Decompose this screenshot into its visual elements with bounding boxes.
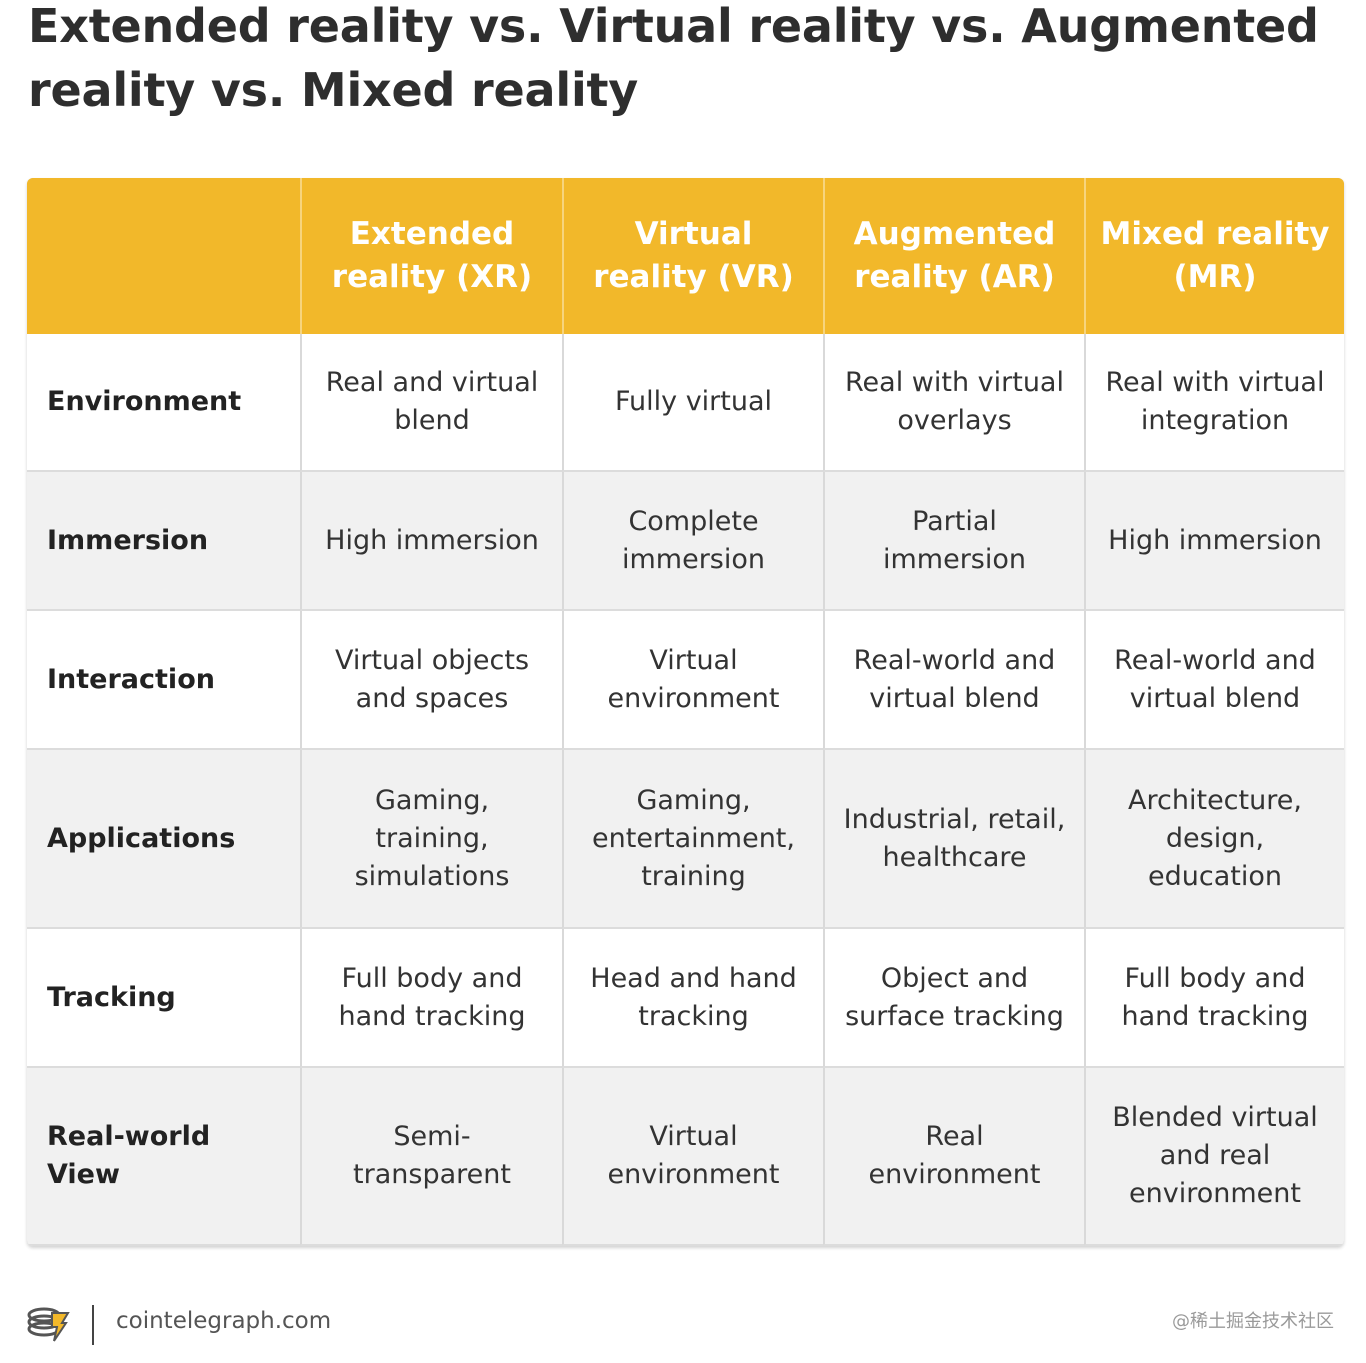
table-cell: Head and hand tracking xyxy=(562,929,823,1068)
table-cell: Virtual environment xyxy=(562,611,823,750)
table-cell: Fully virtual xyxy=(562,334,823,472)
table-cell: Partial immersion xyxy=(823,472,1084,611)
table-cell: High immersion xyxy=(300,472,562,611)
table-cell: Architecture, design, education xyxy=(1084,750,1344,929)
table-cell: Object and surface tracking xyxy=(823,929,1084,1068)
table-header-mr: Mixed reality (MR) xyxy=(1084,178,1344,334)
table-cell: Full body and hand tracking xyxy=(300,929,562,1068)
table-cell: Real-world and virtual blend xyxy=(823,611,1084,750)
table-cell: Gaming, entertainment, training xyxy=(562,750,823,929)
table-header-vr: Virtual reality (VR) xyxy=(562,178,823,334)
row-label-interaction: Interaction xyxy=(27,611,300,750)
cointelegraph-logo-icon xyxy=(27,1307,70,1342)
table-cell: Real environment xyxy=(823,1068,1084,1246)
table-header-xr: Extended reality (XR) xyxy=(300,178,562,334)
table-cell: Industrial, retail, healthcare xyxy=(823,750,1084,929)
table-cell: Gaming, training, simulations xyxy=(300,750,562,929)
table-header-corner xyxy=(27,178,300,334)
footer-divider xyxy=(92,1305,94,1345)
row-label-environment: Environment xyxy=(27,334,300,472)
table-header-ar: Augmented reality (AR) xyxy=(823,178,1084,334)
table-cell: Blended virtual and real environment xyxy=(1084,1068,1344,1246)
table-cell: Real with virtual integration xyxy=(1084,334,1344,472)
table-cell: Virtual objects and spaces xyxy=(300,611,562,750)
table-cell: Real-world and virtual blend xyxy=(1084,611,1344,750)
table-cell: Semi-transparent xyxy=(300,1068,562,1246)
comparison-table: Extended reality (XR) Virtual reality (V… xyxy=(27,178,1344,1246)
watermark: @稀土掘金技术社区 xyxy=(1172,1311,1334,1332)
table-cell: Full body and hand tracking xyxy=(1084,929,1344,1068)
footer-site-link[interactable]: cointelegraph.com xyxy=(116,1308,332,1334)
table-cell: Real and virtual blend xyxy=(300,334,562,472)
row-label-immersion: Immersion xyxy=(27,472,300,611)
page-title: Extended reality vs. Virtual reality vs.… xyxy=(28,0,1319,117)
row-label-real-world-view: Real-world View xyxy=(27,1068,300,1246)
table-cell: High immersion xyxy=(1084,472,1344,611)
table-cell: Complete immersion xyxy=(562,472,823,611)
table-cell: Real with virtual overlays xyxy=(823,334,1084,472)
table-cell: Virtual environment xyxy=(562,1068,823,1246)
row-label-applications: Applications xyxy=(27,750,300,929)
row-label-tracking: Tracking xyxy=(27,929,300,1068)
